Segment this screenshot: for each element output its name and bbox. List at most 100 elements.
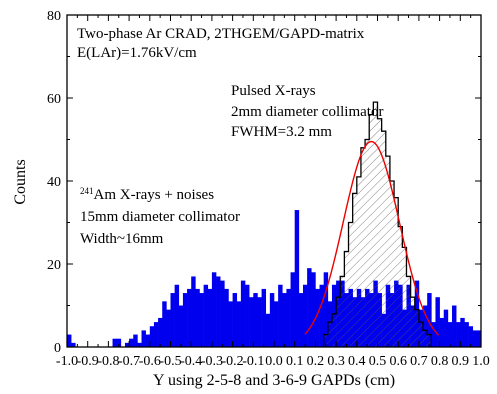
blue-bar [141,330,146,347]
blue-bar [439,317,445,347]
title-line-1: Two-phase Ar CRAD, 2THGEM/GAPD-matrix [77,26,365,42]
blue-bar [294,210,300,347]
y-axis-label: Counts [12,159,29,205]
hatched-bar [394,197,399,347]
axis-ticks: -1.0-0.9-0.8-0.7-0.6-0.5-0.4-0.3-0.2-0.1… [47,9,490,369]
blue-bar [178,305,184,347]
hatched-bar [348,222,353,347]
am-line-1-text: Am X-rays + noises [93,187,215,203]
x-tick-label: 1.0 [472,354,490,369]
x-tick-label: 0.3 [327,354,345,369]
blue-bar [71,342,76,347]
blue-bar [220,280,225,347]
blue-bar [290,272,295,347]
blue-bar [162,301,167,347]
hatched-bar [327,322,332,347]
blue-bar [174,284,180,347]
hatched-bar [340,276,345,347]
blue-bar [460,317,465,347]
hatched-bar [352,193,357,347]
blue-bar [166,309,171,347]
hatched-bar [389,181,395,347]
blue-bar [274,301,279,347]
blue-bar [153,322,159,347]
blue-bar [427,293,432,347]
blue-bar [249,297,254,347]
blue-bar [423,305,428,347]
blue-bar [191,276,196,347]
blue-bar [145,334,151,347]
hatched-bar [418,322,424,347]
hatched-bar [414,309,419,347]
blue-bar [207,288,213,347]
hatched-bar [377,118,382,347]
blue-bar [472,330,478,347]
hatched-bar [385,156,390,347]
x-tick-label: 0.4 [348,354,366,369]
blue-bar [435,297,440,347]
pulsed-line-3: FWHM=3.2 mm [231,124,332,140]
hatched-bar [356,176,361,347]
gaussian-fit-layer [304,140,440,336]
blue-bar [443,309,449,347]
blue-bar [195,288,200,347]
hatched-bar [323,334,328,347]
hatched-bar [344,251,349,347]
blue-bar [199,293,204,347]
x-tick-label: 0.5 [369,354,387,369]
blue-bar [116,338,122,347]
blue-bar [187,288,192,347]
x-tick-label: 0.7 [410,354,428,369]
gaussian-fit-curve [304,140,440,336]
blue-bar [456,322,461,347]
x-tick-label: -0.3 [201,354,223,369]
x-tick-label: -0.4 [180,354,202,369]
x-tick-label: -0.2 [222,354,244,369]
hatched-histogram-series [323,101,432,348]
y-tick-label: 40 [47,175,61,190]
hatched-bar [427,334,432,347]
pulsed-line-2: 2mm diameter collimator [231,104,384,120]
blue-bar [170,293,175,347]
blue-bar [269,293,275,347]
y-tick-label: 80 [47,9,61,24]
hatched-bar [402,247,407,347]
am-line-3: Width~16mm [80,231,164,247]
x-tick-label: -0.1 [242,354,264,369]
blue-bar [203,284,209,347]
blue-bar [228,301,233,347]
blue-bar [468,326,474,347]
x-axis-label: Y using 2-5-8 and 3-6-9 GAPDs (cm) [152,372,396,389]
blue-bar [240,280,246,347]
hatched-bar [365,139,370,347]
title-line-2: E(LAr)=1.76kV/cm [77,45,197,61]
am-line-2: 15mm diameter collimator [80,209,240,225]
x-tick-label: -0.5 [159,354,181,369]
blue-bar [476,330,482,347]
y-tick-label: 20 [47,258,61,273]
hatched-bar [398,226,403,347]
x-tick-label: -0.8 [97,354,119,369]
blue-bar [216,276,221,347]
hatched-histogram-outline [323,101,432,347]
blue-bar [319,284,324,347]
blue-bar [182,293,188,347]
x-tick-label: -1.0 [56,354,78,369]
blue-bar [133,334,138,347]
blue-bar [232,293,238,347]
blue-bar [158,317,163,347]
blue-bar [245,284,250,347]
blue-bar [447,322,453,347]
blue-bar [265,313,271,347]
blue-bar [452,305,457,347]
x-tick-label: 0.6 [389,354,407,369]
am-line-1: 241Am X-rays + noises [80,187,215,203]
x-tick-label: -0.9 [77,354,99,369]
x-tick-label: 0.9 [452,354,470,369]
blue-bar [315,288,320,347]
blue-bar [431,322,436,347]
blue-bar [224,288,229,347]
blue-bar [464,322,469,347]
hatched-bar [423,330,428,347]
